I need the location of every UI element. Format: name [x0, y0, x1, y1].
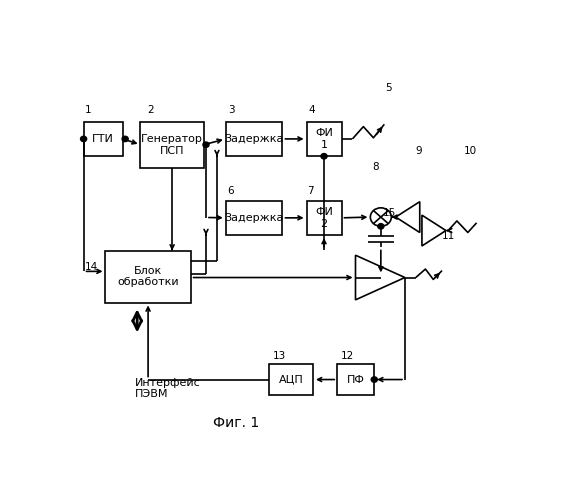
Text: ПФ: ПФ [347, 374, 365, 384]
Text: Блок
обработки: Блок обработки [117, 266, 179, 287]
Text: Фиг. 1: Фиг. 1 [213, 416, 260, 430]
Bar [105, 250, 191, 302]
Text: Задержка: Задержка [224, 134, 284, 144]
Text: 15: 15 [383, 208, 396, 218]
Text: 6: 6 [227, 186, 233, 196]
Text: 2: 2 [147, 106, 153, 116]
Text: ФИ
2: ФИ 2 [315, 207, 333, 229]
Bar [226, 200, 283, 235]
Text: 12: 12 [341, 351, 354, 361]
Bar [307, 200, 341, 235]
Bar [226, 122, 283, 156]
Circle shape [81, 136, 87, 141]
Circle shape [371, 377, 377, 382]
Bar [307, 122, 341, 156]
Text: ГТИ: ГТИ [92, 134, 114, 144]
Bar [83, 122, 123, 156]
Text: 3: 3 [228, 106, 235, 116]
Text: 1: 1 [85, 106, 91, 116]
Text: Интерфейс
ПЭВМ: Интерфейс ПЭВМ [135, 378, 201, 399]
Circle shape [203, 142, 209, 148]
Text: 11: 11 [442, 231, 455, 241]
Circle shape [378, 224, 384, 229]
Text: 9: 9 [416, 146, 422, 156]
Text: 14: 14 [85, 262, 98, 272]
Text: 10: 10 [464, 146, 477, 156]
Text: 13: 13 [273, 351, 286, 361]
Text: Генератор
ПСП: Генератор ПСП [141, 134, 203, 156]
Text: 7: 7 [307, 186, 314, 196]
Bar [337, 364, 374, 395]
Text: 5: 5 [385, 82, 392, 92]
Circle shape [371, 208, 391, 227]
Bar [270, 364, 313, 395]
Text: 8: 8 [372, 162, 378, 172]
Circle shape [122, 136, 128, 141]
Text: 4: 4 [309, 106, 315, 116]
Circle shape [321, 154, 327, 159]
Bar [140, 122, 204, 168]
Text: Задержка: Задержка [224, 213, 284, 223]
Text: ФИ
1: ФИ 1 [315, 128, 333, 150]
Text: АЦП: АЦП [279, 374, 303, 384]
